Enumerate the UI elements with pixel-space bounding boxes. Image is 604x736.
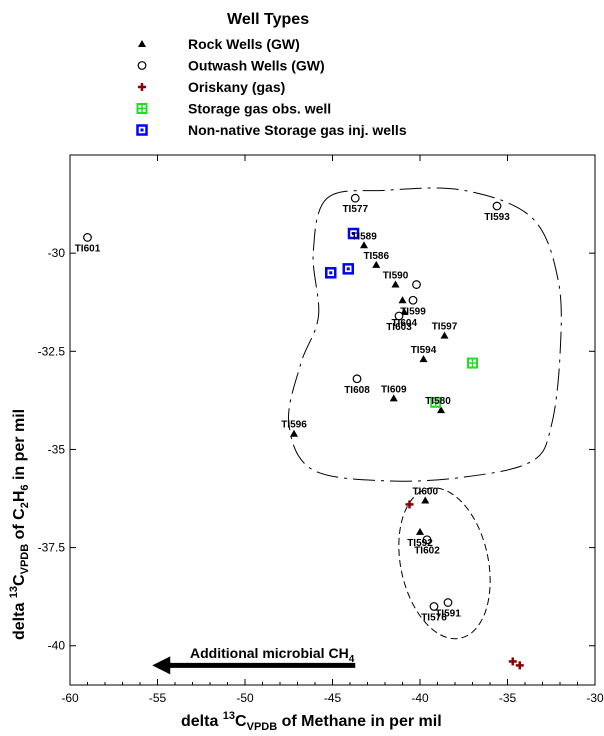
legend-label: Storage gas obs. well xyxy=(188,101,331,117)
point-label: TI608 xyxy=(344,385,370,396)
point-label: TI609 xyxy=(381,384,407,395)
point-circle xyxy=(443,598,453,607)
point-green-square xyxy=(467,357,478,369)
data-points xyxy=(83,193,524,670)
point-triangle xyxy=(416,527,424,535)
point-label: TI601 xyxy=(75,243,101,254)
microbial-annotation: Additional microbial CH4 xyxy=(152,645,356,675)
legend-label: Rock Wells (GW) xyxy=(188,36,300,52)
point-circle xyxy=(412,280,421,289)
legend-marker-green-square xyxy=(136,103,148,114)
point-blue-square-core xyxy=(352,232,355,236)
point-triangle xyxy=(372,260,381,268)
legend-marker-triangle xyxy=(138,40,146,47)
point-triangle xyxy=(437,406,445,414)
point-label: TI580 xyxy=(425,396,451,407)
point-plus xyxy=(405,500,414,509)
legend-marker-blue-square-core xyxy=(140,128,144,132)
legend-marker-plus xyxy=(138,83,146,91)
point-label: TI596 xyxy=(281,420,307,431)
legend-marker-blue-square xyxy=(136,124,148,136)
point-labels: TI589 TI586 TI590 TI604 TI597 TI594 TI609 TI596… xyxy=(75,204,511,623)
y-tick-label: -40 xyxy=(48,639,66,653)
point-circle xyxy=(394,311,404,321)
lower-boundary xyxy=(398,487,491,640)
point-blue-square-core xyxy=(329,271,333,275)
point-label: TI599 xyxy=(400,306,426,317)
point-blue-square xyxy=(342,263,354,275)
point-circle xyxy=(408,295,418,305)
x-tick-label: -45 xyxy=(324,691,342,705)
point-label: TI603 xyxy=(386,322,412,333)
arrow-head xyxy=(152,656,171,675)
point-label: TI577 xyxy=(342,204,368,215)
legend-label: Non-native Storage gas inj. wells xyxy=(188,122,407,138)
y-axis-title: delta 13CVPDB of C2H6 in per mil xyxy=(8,409,31,640)
y-tick-label: -37.5 xyxy=(38,541,66,555)
point-blue-square xyxy=(347,227,360,240)
point-triangle xyxy=(290,429,298,437)
point-plus xyxy=(508,657,517,666)
legend: Well Types Rock Wells (GW) Outwash Wells … xyxy=(136,11,407,138)
point-label: TI604 xyxy=(391,318,417,329)
upper-boundary xyxy=(288,187,562,482)
point-circle xyxy=(350,193,360,203)
x-tick-label: -30 xyxy=(586,691,604,705)
point-blue-square-core xyxy=(346,267,350,271)
point-blue-square xyxy=(325,267,337,279)
axis-ticks: -60 -55 -50 -45 -40 -35 -30 -30 -32.5 -35 -37.5 -40 xyxy=(38,155,604,705)
legend-marker-circle xyxy=(137,61,147,70)
point-plus xyxy=(515,661,524,670)
point-green-square xyxy=(430,396,442,408)
x-tick-label: -55 xyxy=(149,691,167,705)
point-label: TI591 xyxy=(435,609,461,620)
y-tick-label: -35 xyxy=(48,442,66,456)
plot-frame xyxy=(69,154,596,686)
point-circle xyxy=(492,201,502,211)
x-tick-label: -50 xyxy=(236,691,254,705)
point-triangle xyxy=(360,241,368,249)
point-triangle xyxy=(440,331,449,339)
legend-label: Oriskany (gas) xyxy=(188,79,285,95)
x-tick-label: -60 xyxy=(61,691,79,705)
point-circle xyxy=(422,535,432,545)
point-label: TI594 xyxy=(411,345,437,356)
point-triangle xyxy=(391,280,400,288)
legend-title: Well Types xyxy=(227,11,309,28)
annotation-text: Additional microbial CH4 xyxy=(190,645,355,665)
point-label: TI590 xyxy=(383,271,409,282)
y-tick-label: -32.5 xyxy=(38,344,66,358)
point-label: TI576 xyxy=(421,612,447,623)
point-triangle xyxy=(419,355,428,363)
point-label: TI602 xyxy=(414,546,440,557)
point-circle xyxy=(429,602,439,611)
x-axis-title: delta 13CVPDB of Methane in per mil xyxy=(181,710,442,733)
point-triangle xyxy=(421,496,430,504)
legend-label: Outwash Wells (GW) xyxy=(188,58,325,74)
x-tick-label: -35 xyxy=(499,691,517,705)
point-label: TI597 xyxy=(432,322,458,333)
point-triangle xyxy=(389,394,398,402)
point-triangle xyxy=(398,296,407,304)
point-circle xyxy=(352,374,362,384)
region-boundaries xyxy=(288,187,562,640)
x-tick-label: -40 xyxy=(411,691,429,705)
point-label: TI593 xyxy=(484,212,510,223)
point-label: TI589 xyxy=(351,231,377,242)
point-label: TI592 xyxy=(407,538,433,549)
y-tick-label: -30 xyxy=(48,246,66,260)
point-label: TI586 xyxy=(363,251,389,262)
point-circle xyxy=(83,233,92,242)
point-label: TI600 xyxy=(412,486,438,497)
